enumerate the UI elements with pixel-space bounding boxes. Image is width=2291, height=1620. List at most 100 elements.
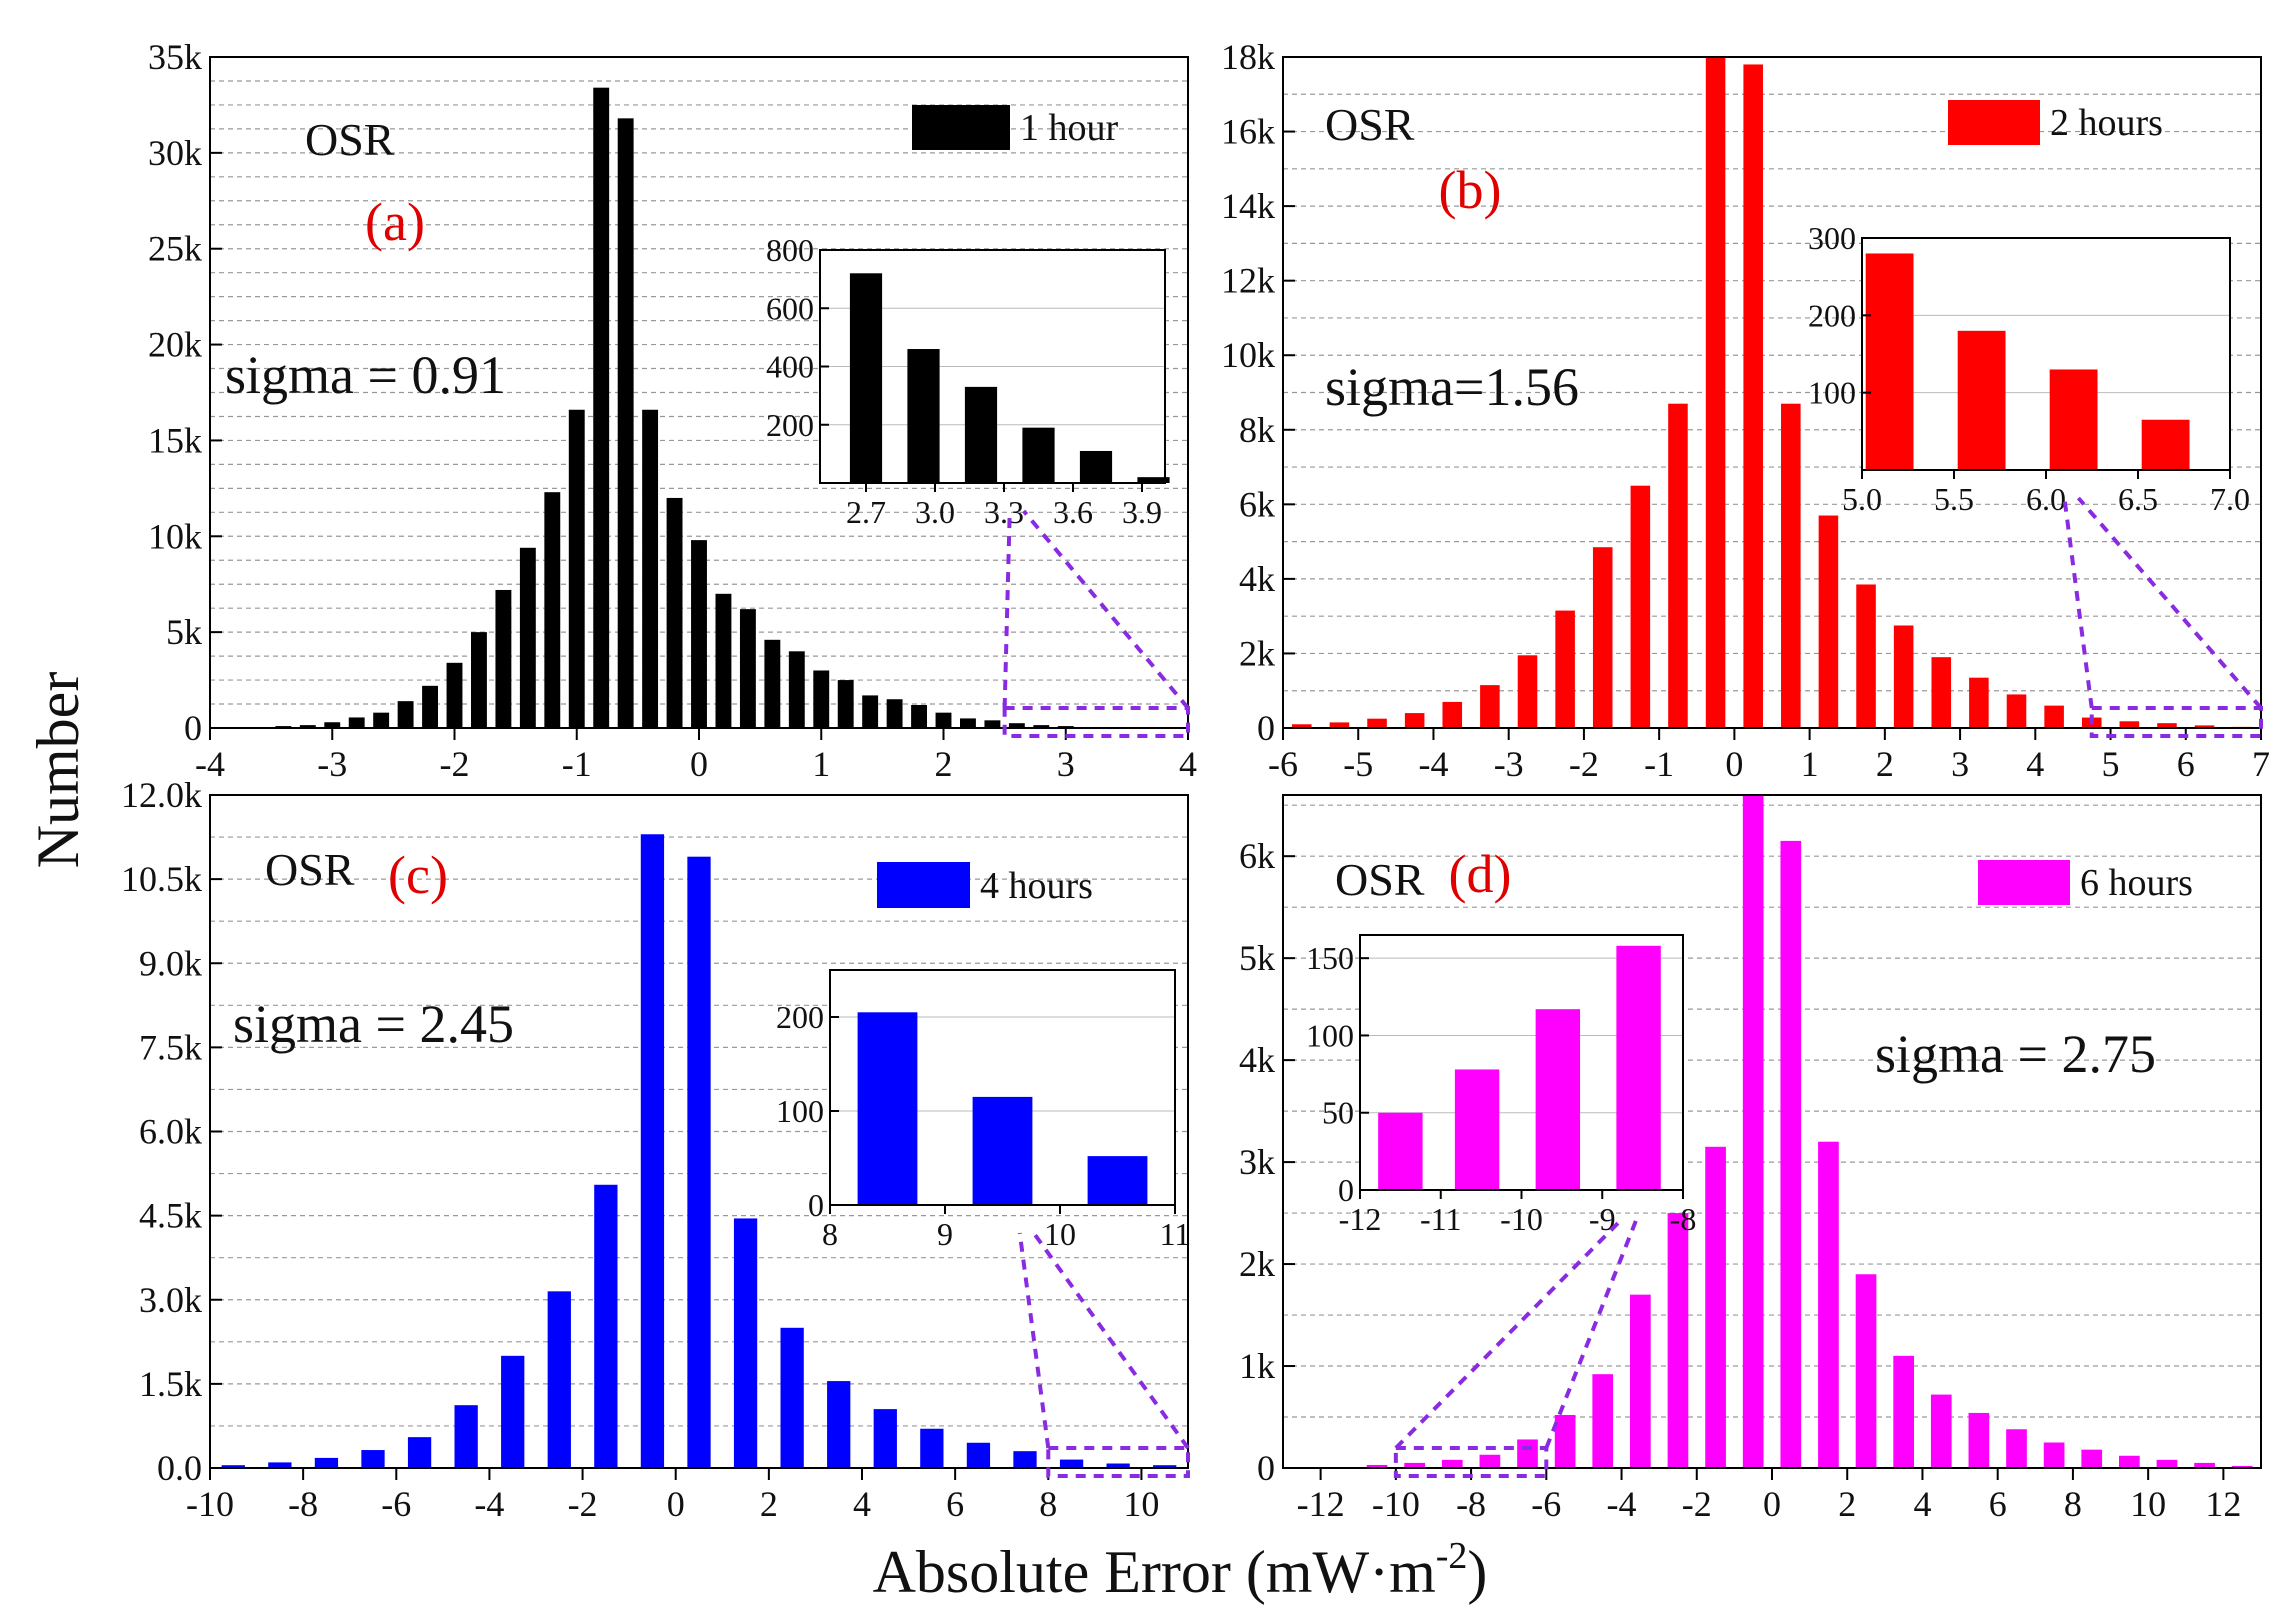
bar: [1059, 1459, 1084, 1468]
y-tick-label: 12k: [1221, 261, 1275, 301]
inset-bar: [1378, 1112, 1423, 1190]
zoom-box: [1046, 1446, 1191, 1478]
inset-bar: [1087, 1156, 1148, 1205]
bar: [1517, 655, 1538, 728]
bar: [1968, 1412, 1990, 1468]
inset-x-tick-label: -11: [1420, 1201, 1461, 1237]
bar: [1554, 1414, 1576, 1468]
zoom-connector: [1017, 1232, 1051, 1449]
inset-y-tick-label: 150: [1306, 940, 1354, 976]
bar: [1855, 1274, 1877, 1468]
bar: [446, 662, 463, 728]
bar: [593, 87, 610, 728]
zoom-box: [1393, 1446, 1549, 1478]
legend-label: 4 hours: [980, 865, 1093, 907]
inset-y-tick-label: 200: [776, 999, 824, 1035]
inset-bar: [1616, 945, 1661, 1190]
zoom-connector: [2076, 496, 2263, 710]
bar: [1013, 1451, 1037, 1468]
inset: 0 100 200 8 9 10 11: [776, 969, 1190, 1252]
x-tick-label: 5: [2102, 744, 2120, 784]
inset-frame: [829, 969, 1176, 1206]
bar: [764, 639, 781, 728]
x-tick-label: -2: [1682, 1484, 1712, 1524]
inset-bar: [2141, 419, 2190, 470]
inset-x-tick-label: -10: [1500, 1201, 1543, 1237]
bar: [1743, 64, 1763, 728]
bar: [837, 680, 854, 728]
bar: [687, 856, 711, 1468]
bar: [920, 1428, 944, 1468]
inset-x-tick-label: 5.0: [1842, 481, 1882, 517]
bar: [1153, 1465, 1177, 1468]
bar: [1630, 1294, 1651, 1468]
bar: [2006, 694, 2027, 728]
inset-x-tick-label: 3.6: [1053, 494, 1093, 530]
method-label: OSR: [1335, 854, 1425, 905]
legend-label: 6 hours: [2080, 862, 2193, 904]
bar: [862, 695, 879, 728]
bar: [2043, 1442, 2065, 1468]
x-tick-label: 2: [1876, 744, 1894, 784]
bar: [827, 1381, 851, 1468]
bar: [1106, 1463, 1130, 1468]
inset-x-tick-label: 6.0: [2026, 481, 2066, 517]
x-tick-label: 12: [2205, 1484, 2241, 1524]
bar: [1033, 725, 1050, 728]
y-tick-label: 18k: [1221, 37, 1275, 77]
x-tick-label: -4: [1607, 1484, 1637, 1524]
inset-x-tick-label: 8: [822, 1216, 838, 1252]
inset-y-tick-label: 50: [1322, 1095, 1354, 1131]
bar: [1479, 1454, 1501, 1468]
inset-bar: [1865, 253, 1914, 470]
x-tick-label: 6: [2177, 744, 2195, 784]
inset-x-tick-label: 9: [937, 1216, 953, 1252]
bar: [2156, 1459, 2178, 1468]
x-tick-label: -12: [1297, 1484, 1345, 1524]
x-tick-label: -6: [1268, 744, 1298, 784]
sigma-label: sigma = 2.45: [233, 994, 514, 1054]
y-tick-label: 14k: [1221, 186, 1275, 226]
x-tick-label: -1: [562, 744, 592, 784]
method-label: OSR: [1325, 99, 1415, 150]
y-axis-title: Number: [25, 672, 91, 869]
y-tick-label: 8k: [1239, 410, 1275, 450]
x-tick-label: 6: [946, 1484, 964, 1524]
bar: [568, 409, 585, 728]
x-tick-label: 6: [1989, 1484, 2007, 1524]
y-tick-label: 6k: [1239, 836, 1275, 876]
plot-frame: [1282, 56, 2262, 729]
inset-y-tick-label: 100: [776, 1093, 824, 1129]
bar: [1893, 625, 1914, 728]
bar: [1705, 1146, 1726, 1468]
x-tick-label: -10: [1372, 1484, 1420, 1524]
bar: [324, 722, 341, 728]
bar: [1555, 610, 1575, 728]
zoom-connector: [1002, 510, 1012, 709]
x-tick-label: -10: [186, 1484, 234, 1524]
y-tick-label: 5k: [1239, 938, 1275, 978]
x-tick-label: -8: [1456, 1484, 1486, 1524]
bar: [501, 1355, 525, 1468]
bar: [1818, 515, 1839, 728]
zoom-box: [1002, 706, 1190, 738]
bar: [1008, 723, 1025, 728]
y-tick-label: 4.5k: [139, 1196, 202, 1236]
bar: [739, 609, 756, 728]
zoom-box: [2089, 706, 2263, 738]
x-tick-label: -2: [440, 744, 470, 784]
bar: [617, 118, 634, 728]
y-tick-label: 5k: [166, 612, 202, 652]
panel-label: (b): [1439, 160, 1502, 220]
y-tick-label: 12.0k: [121, 775, 202, 815]
bar: [640, 834, 665, 1468]
bar: [348, 717, 365, 728]
inset-y-tick-label: 600: [766, 290, 814, 326]
bar: [2231, 1465, 2253, 1468]
method-label: OSR: [265, 844, 355, 895]
bar: [966, 1442, 991, 1468]
y-tick-label: 35k: [148, 37, 202, 77]
y-tick-label: 1k: [1239, 1346, 1275, 1386]
x-tick-label: 10: [2130, 1484, 2166, 1524]
x-tick-label: 3: [1951, 744, 1969, 784]
